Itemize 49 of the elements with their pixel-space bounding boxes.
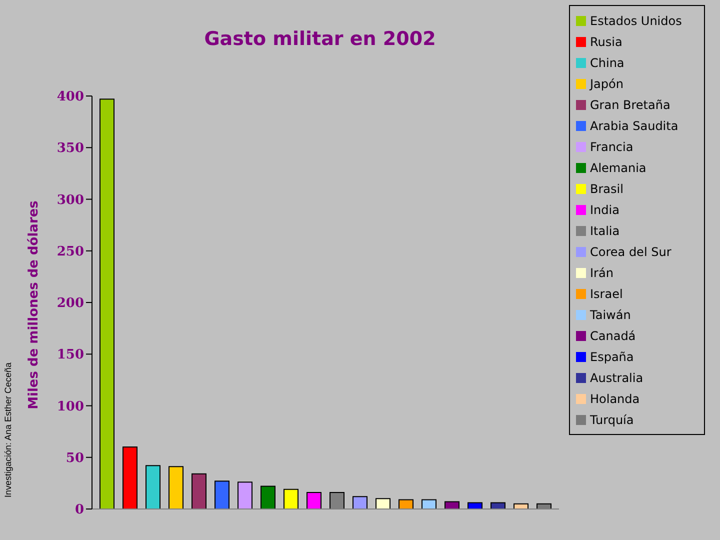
y-axis-title: Miles de millones de dólares [26, 200, 42, 410]
bar [284, 488, 298, 509]
legend-label: Rusia [590, 35, 622, 49]
legend-label: Corea del Sur [590, 245, 672, 259]
bar [352, 496, 368, 509]
legend-label: India [590, 203, 620, 217]
bar [122, 446, 138, 509]
bar [306, 492, 322, 509]
legend-label: Italia [590, 224, 620, 238]
y-tick-label: 0 [74, 502, 84, 518]
bar [376, 498, 390, 509]
legend-label: Canadá [590, 329, 636, 343]
bar [398, 499, 414, 509]
legend-label: Gran Bretaña [590, 98, 670, 112]
bar [192, 473, 206, 509]
legend-label: Israel [590, 287, 623, 301]
bar [468, 502, 482, 509]
legend-label: Francia [590, 140, 634, 154]
y-tick-label: 250 [56, 244, 84, 260]
legend-label: China [590, 56, 624, 70]
y-tick-label: 400 [56, 90, 84, 105]
y-tick-label: 300 [56, 192, 84, 208]
y-tick-label: 200 [56, 296, 84, 312]
legend-label: Taiwán [590, 308, 631, 322]
bar [444, 501, 460, 509]
legend-label: España [590, 350, 634, 364]
bar [260, 486, 276, 509]
y-tick-label: 150 [56, 348, 84, 363]
bar [214, 480, 230, 509]
legend-label: Irán [590, 266, 614, 280]
y-tick-label: 100 [56, 399, 84, 414]
legend-label: Arabia Saudita [590, 119, 678, 133]
legend-label: Holanda [590, 392, 640, 406]
legend-label: Japón [590, 77, 624, 91]
text: Investigación: Ana Esther Ceceña [3, 362, 13, 498]
bar [238, 482, 252, 509]
legend-label: Alemania [590, 161, 646, 175]
y-tick-label: 350 [56, 141, 84, 156]
bar [146, 465, 160, 509]
bar [100, 98, 114, 509]
chart-title: Gasto militar en 2002 [203, 28, 437, 50]
y-tick-label: 50 [66, 450, 84, 466]
bar [168, 466, 184, 509]
legend-label: Turquía [590, 413, 634, 427]
legend-label: Australia [590, 371, 644, 385]
legend-label: Brasil [590, 182, 624, 196]
legend-label: Estados Unidos [590, 14, 682, 28]
bar [422, 499, 436, 509]
bar [490, 502, 506, 509]
